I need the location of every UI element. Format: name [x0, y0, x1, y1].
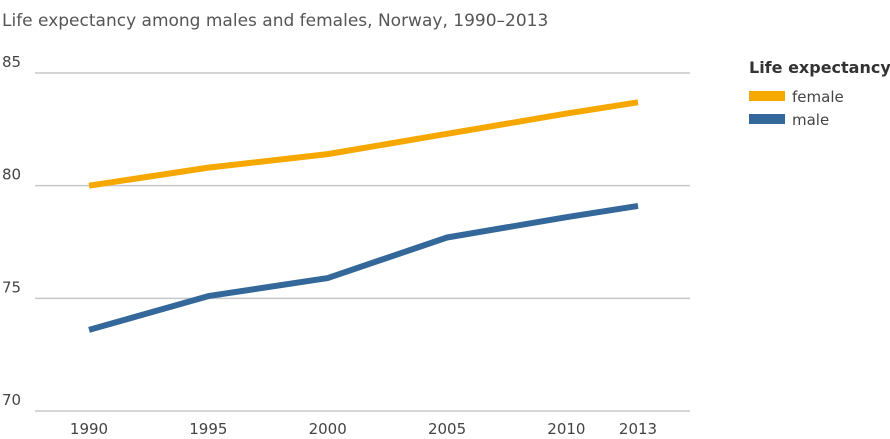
series-lines — [88, 99, 639, 333]
legend: female male — [749, 88, 844, 129]
x-tick-label: 2005 — [428, 420, 466, 438]
x-axis-ticks: 1990 1995 2000 2005 2010 2013 — [70, 420, 657, 438]
chart-title: Life expectancy among males and females,… — [2, 11, 548, 31]
y-gridlines — [35, 72, 690, 412]
y-axis-ticks: 70 75 80 85 — [2, 53, 21, 409]
y-tick-label: 85 — [2, 53, 21, 71]
legend-swatch-male — [749, 114, 785, 124]
y-tick-label: 80 — [2, 166, 21, 184]
x-tick-label: 2013 — [619, 420, 657, 438]
series-line-female — [88, 99, 639, 189]
x-tick-label: 1995 — [189, 420, 227, 438]
x-tick-label: 1990 — [70, 420, 108, 438]
legend-label-female: female — [792, 88, 844, 106]
legend-swatch-female — [749, 91, 785, 101]
x-tick-label: 2000 — [309, 420, 347, 438]
y-tick-label: 70 — [2, 391, 21, 409]
x-tick-label: 2010 — [547, 420, 585, 438]
legend-label-male: male — [792, 111, 829, 129]
y-tick-label: 75 — [2, 278, 21, 296]
legend-title: Life expectancy — [749, 58, 890, 77]
series-line-male — [88, 202, 639, 333]
